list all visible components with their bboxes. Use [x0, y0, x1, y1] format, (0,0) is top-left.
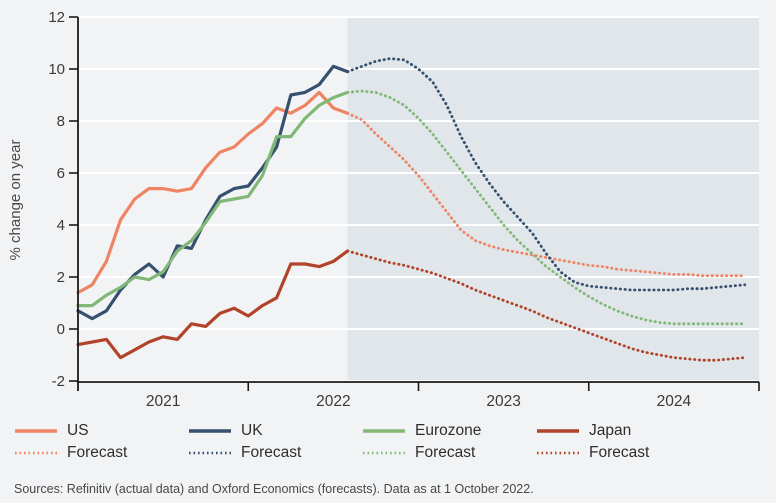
us-solid-swatch-icon [15, 429, 57, 433]
eurozone-dotted-swatch-icon [363, 451, 405, 455]
legend-label: UK [241, 422, 263, 440]
uk-dotted-swatch-icon [189, 451, 231, 455]
legend-item-japan: Japan [536, 423, 710, 439]
y-tick-label: 0 [57, 321, 65, 338]
legend-item-uk-forecast: Forecast [188, 445, 362, 461]
japan-actual-line [76, 249, 350, 360]
axes [69, 16, 760, 391]
y-tick-label: 10 [48, 61, 65, 78]
uk-solid-swatch-icon [189, 429, 231, 433]
eurozone-actual-line [76, 90, 350, 308]
legend-item-us-forecast: Forecast [14, 445, 188, 461]
japan-dotted-swatch-icon [537, 451, 579, 455]
y-tick-label: 2 [57, 269, 65, 286]
legend-item-uk: UK [188, 423, 362, 439]
us-forecast-line [346, 111, 747, 278]
legend-item-japan-forecast: Forecast [536, 445, 710, 461]
inflation-chart: 12 10 8 6 4 2 0 -2 2021 2022 2023 2024 % change on… [7, 9, 760, 496]
japan-solid-swatch-icon [537, 429, 579, 433]
legend-label: Japan [589, 422, 632, 440]
x-tick-label: 2024 [657, 393, 692, 410]
legend-item-us: US [14, 423, 188, 439]
y-tick-label: 8 [57, 113, 65, 130]
y-axis-title: % change on year [7, 140, 24, 261]
legend-label: Forecast [589, 444, 650, 462]
legend-item-eurozone-forecast: Forecast [362, 445, 536, 461]
eurozone-forecast-line [346, 89, 747, 326]
legend-label: Forecast [415, 444, 476, 462]
legend-label: Forecast [241, 444, 302, 462]
x-tick-labels: 2021 2022 2023 2024 [146, 393, 692, 410]
forecast-region-rect [347, 17, 759, 381]
legend-label: Eurozone [415, 422, 482, 440]
eurozone-solid-swatch-icon [363, 429, 405, 433]
x-tick-label: 2022 [316, 393, 350, 410]
y-tick-label: 6 [57, 165, 65, 182]
series-lines [76, 57, 747, 362]
japan-forecast-line [346, 249, 747, 362]
us-actual-line [76, 90, 350, 295]
source-note: Sources: Refinitiv (actual data) and Oxf… [14, 482, 534, 496]
legend-label: Forecast [67, 444, 128, 462]
y-tick-label: -2 [52, 373, 65, 390]
inflation-chart-svg: 12 10 8 6 4 2 0 -2 2021 2022 2023 2024 % change on… [7, 9, 760, 410]
y-tick-labels: 12 10 8 6 4 2 0 -2 [48, 9, 65, 390]
legend-item-eurozone: Eurozone [362, 423, 536, 439]
legend-label: US [67, 422, 89, 440]
gridlines [78, 16, 759, 382]
forecast-shaded-region [347, 17, 759, 381]
chart-legend: US UK Eurozone Japan Forecast Forecast F… [14, 420, 710, 464]
x-tick-label: 2023 [486, 393, 520, 410]
uk-forecast-line [346, 57, 747, 292]
y-tick-label: 12 [48, 9, 65, 26]
us-dotted-swatch-icon [15, 451, 57, 455]
x-tick-label: 2021 [146, 393, 180, 410]
y-tick-label: 4 [57, 217, 65, 234]
